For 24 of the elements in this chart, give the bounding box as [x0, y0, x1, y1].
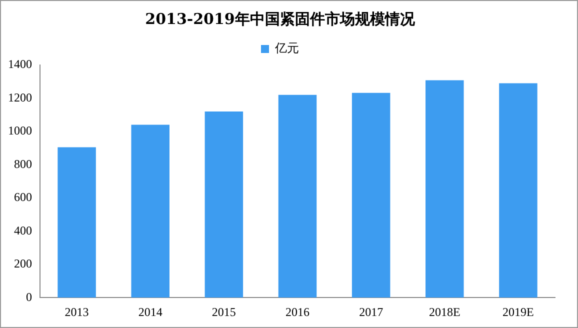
x-tick-label: 2014: [138, 304, 162, 319]
y-tick-label: 1400: [8, 57, 32, 72]
bar: [204, 112, 244, 298]
chart-title: 2013-2019年中国紧固件市场规模情况: [145, 10, 416, 28]
y-tick-label: 1000: [8, 124, 32, 138]
y-tick-label: 600: [14, 190, 32, 204]
bar: [278, 94, 317, 298]
x-tick-label: 2017: [359, 304, 384, 319]
y-tick-label: 1200: [8, 90, 32, 104]
x-tick-label: 2018E: [428, 304, 460, 319]
legend-label: 亿元: [274, 41, 299, 56]
bar: [131, 124, 170, 298]
bar: [426, 80, 464, 298]
bar: [58, 147, 96, 298]
y-tick-label: 400: [14, 223, 32, 238]
x-tick-label: 2015: [212, 304, 236, 319]
y-tick-label: 800: [14, 156, 32, 171]
bar: [499, 83, 538, 298]
x-tick-label: 2019E: [502, 304, 534, 319]
bar: [352, 92, 390, 298]
y-tick-label: 0: [26, 290, 32, 304]
x-tick-label: 2013: [64, 304, 89, 319]
x-tick-label: 2016: [286, 304, 310, 319]
y-tick-label: 200: [14, 256, 32, 271]
